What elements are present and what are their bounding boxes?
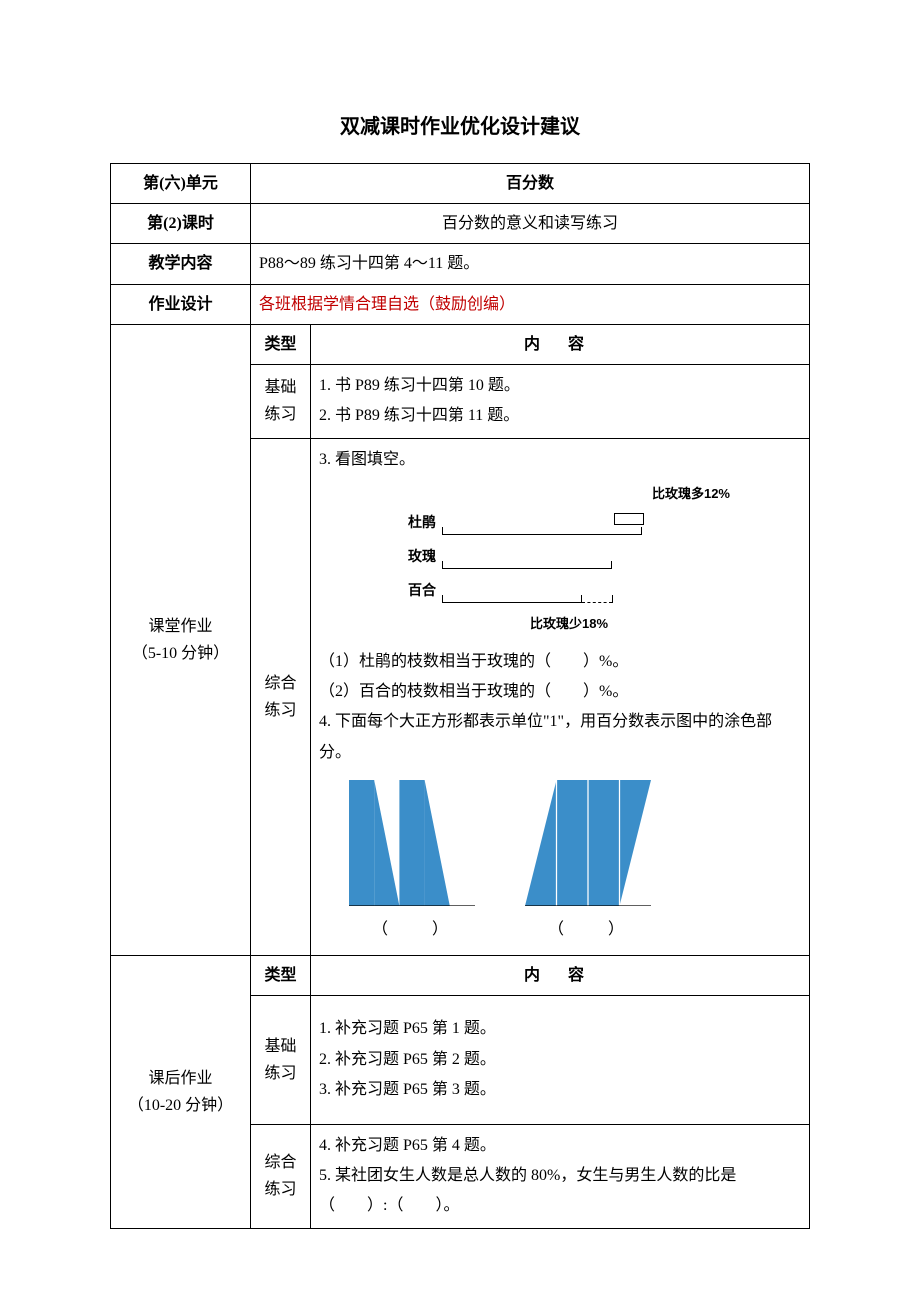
- q3-sub2: （2）百合的枝数相当于玫瑰的（ ）%。: [319, 677, 801, 707]
- square-1-paren: （ ）: [372, 916, 452, 943]
- teach-row: 教学内容 P88～89 练习十四第 4～11 题。: [111, 244, 810, 284]
- section1-comp-content: 3. 看图填空。 比玫瑰多12% 杜鹃 玫瑰: [311, 438, 810, 956]
- section2-comp-content: 4. 补充习题 P65 第 4 题。 5. 某社团女生人数是总人数的 80%，女…: [311, 1124, 810, 1228]
- section1-title-line1: 课堂作业: [119, 613, 242, 640]
- section2-basic-label: 基础 练习: [251, 996, 311, 1124]
- design-label: 作业设计: [111, 284, 251, 324]
- unit-value: 百分数: [251, 164, 810, 204]
- page-title: 双减课时作业优化设计建议: [110, 110, 810, 139]
- section1-basic-label-2: 练习: [259, 401, 302, 428]
- section2-content-header: 内 容: [311, 956, 810, 996]
- section2-basic-label-2: 练习: [259, 1060, 302, 1087]
- unit-row: 第(六)单元 百分数: [111, 164, 810, 204]
- section2-basic-item-1: 1. 补充习题 P65 第 1 题。: [319, 1014, 801, 1044]
- section2-comp-label-1: 综合: [259, 1149, 302, 1176]
- q3-title: 3. 看图填空。: [319, 445, 801, 475]
- section1-comp-label: 综合 练习: [251, 438, 311, 956]
- section1-type-header: 类型: [251, 324, 311, 364]
- design-value: 各班根据学情合理自选（鼓励创编）: [251, 284, 810, 324]
- lesson-value: 百分数的意义和读写练习: [251, 204, 810, 244]
- section1-basic-label: 基础 练习: [251, 364, 311, 438]
- section1-title-line2: （5-10 分钟）: [119, 640, 242, 667]
- section1-header-row: 课堂作业 （5-10 分钟） 类型 内 容: [111, 324, 810, 364]
- section1-comp-label-1: 综合: [259, 670, 302, 697]
- section2-basic-item-2: 2. 补充习题 P65 第 2 题。: [319, 1045, 801, 1075]
- section1-basic-item-2: 2. 书 P89 练习十四第 11 题。: [319, 401, 801, 431]
- section2-comp-label: 综合 练习: [251, 1124, 311, 1228]
- section1-title: 课堂作业 （5-10 分钟）: [111, 324, 251, 956]
- bar-label-lily: 百合: [400, 579, 442, 603]
- square-1-wrap: （ ）: [349, 780, 475, 943]
- section2-title-line1: 课后作业: [119, 1065, 242, 1092]
- section2-title-line2: （10-20 分钟）: [119, 1092, 242, 1119]
- square-2-paren: （ ）: [548, 916, 628, 943]
- teach-label: 教学内容: [111, 244, 251, 284]
- teach-value: P88～89 练习十四第 4～11 题。: [251, 244, 810, 284]
- section1-basic-content: 1. 书 P89 练习十四第 10 题。 2. 书 P89 练习十四第 11 题…: [311, 364, 810, 438]
- bar-row-rose: 玫瑰: [400, 545, 720, 569]
- diagram-box-icon: [614, 513, 644, 525]
- design-row: 作业设计 各班根据学情合理自选（鼓励创编）: [111, 284, 810, 324]
- unit-label: 第(六)单元: [111, 164, 251, 204]
- section2-header-row: 课后作业 （10-20 分钟） 类型 内 容: [111, 956, 810, 996]
- section2-type-header: 类型: [251, 956, 311, 996]
- lesson-row: 第(2)课时 百分数的意义和读写练习: [111, 204, 810, 244]
- diagram-top-annotation: 比玫瑰多12%: [652, 483, 730, 505]
- section1-basic-label-1: 基础: [259, 374, 302, 401]
- section2-basic-label-1: 基础: [259, 1033, 302, 1060]
- bar-row-lily: 百合: [400, 579, 720, 603]
- squares-row: （ ）: [349, 780, 801, 943]
- section2-basic-content: 1. 补充习题 P65 第 1 题。 2. 补充习题 P65 第 2 题。 3.…: [311, 996, 810, 1124]
- worksheet-table: 第(六)单元 百分数 第(2)课时 百分数的意义和读写练习 教学内容 P88～8…: [110, 163, 810, 1229]
- section1-comp-label-2: 练习: [259, 697, 302, 724]
- section2-comp-label-2: 练习: [259, 1176, 302, 1203]
- diagram-bottom-annotation: 比玫瑰少18%: [530, 613, 608, 635]
- section1-basic-item-1: 1. 书 P89 练习十四第 10 题。: [319, 371, 801, 401]
- q3-sub1: （1）杜鹃的枝数相当于玫瑰的（ ）%。: [319, 647, 801, 677]
- bar-label-rose: 玫瑰: [400, 545, 442, 569]
- section2-comp-item-2: 5. 某社团女生人数是总人数的 80%，女生与男生人数的比是（ ）:（ ）。: [319, 1161, 801, 1222]
- section2-basic-item-3: 3. 补充习题 P65 第 3 题。: [319, 1075, 801, 1105]
- square-1: [349, 780, 475, 906]
- square-2-wrap: （ ）: [525, 780, 651, 943]
- bar-row-cuckoo: 杜鹃: [400, 511, 720, 535]
- q4-title: 4. 下面每个大正方形都表示单位"1"，用百分数表示图中的涂色部分。: [319, 707, 801, 768]
- lesson-label: 第(2)课时: [111, 204, 251, 244]
- section2-title: 课后作业 （10-20 分钟）: [111, 956, 251, 1229]
- section1-content-header: 内 容: [311, 324, 810, 364]
- bar-diagram: 比玫瑰多12% 杜鹃 玫瑰 百合: [400, 483, 720, 632]
- bar-label-cuckoo: 杜鹃: [400, 511, 442, 535]
- section2-comp-item-1: 4. 补充习题 P65 第 4 题。: [319, 1131, 801, 1161]
- square-2: [525, 780, 651, 906]
